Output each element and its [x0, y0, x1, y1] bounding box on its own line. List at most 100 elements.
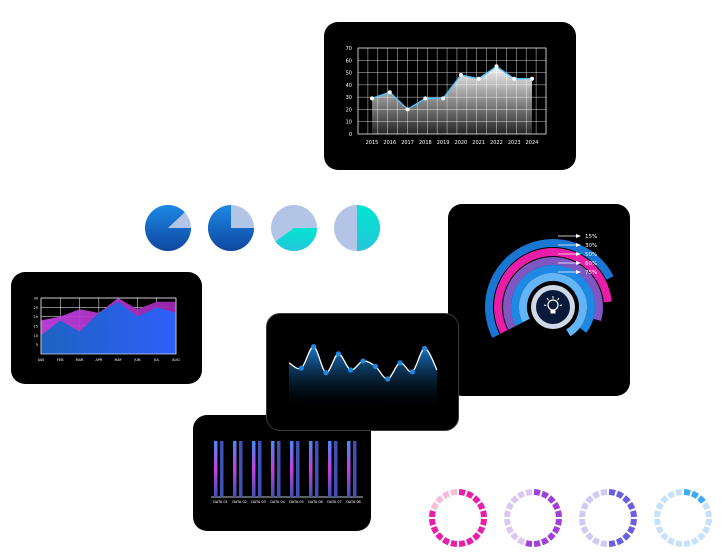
data-point — [311, 344, 317, 350]
legend-label: 60% — [585, 261, 597, 267]
ring-segment — [622, 532, 631, 541]
ring-segment — [441, 490, 451, 499]
data-point — [360, 358, 366, 364]
ring-segment — [660, 495, 669, 504]
legend-arrow-head — [576, 243, 581, 247]
x-tick-label: DATA 08 — [346, 500, 361, 504]
y-tick-label: 0 — [349, 132, 352, 138]
area-chart-months: 5 10 15 20 25 30 JAN FEB MAR APR MAY JUN JUL AUG — [34, 297, 181, 363]
x-tick-label: DATA 04 — [270, 500, 285, 504]
ring-segment — [666, 537, 676, 546]
ring-segment — [654, 510, 661, 518]
data-point — [423, 96, 428, 101]
data-point — [458, 73, 463, 78]
bar — [315, 441, 319, 497]
plot-frame — [40, 297, 177, 355]
y-tick-label: 60 — [346, 58, 352, 64]
ring-segment — [525, 540, 533, 547]
ring-segment — [591, 537, 601, 546]
legend-label: 75% — [585, 270, 597, 276]
pie-slice — [275, 228, 317, 251]
x-tick-label: DATA 02 — [232, 500, 247, 504]
ring-segment — [600, 540, 608, 547]
bar — [334, 441, 338, 497]
ring-segment — [622, 495, 631, 504]
data-point — [476, 76, 481, 81]
area-fill — [289, 346, 437, 406]
x-tick-label: JAN — [37, 358, 44, 362]
ring-segment — [450, 489, 458, 496]
data-point — [387, 90, 392, 95]
ring-segment — [683, 540, 691, 547]
data-point — [530, 76, 534, 81]
bar — [233, 441, 237, 497]
ring-segment — [450, 540, 458, 547]
area-chart-years: 0 10 20 30 40 50 60 70 2015 2016 2017 2018 2019 2020 2… — [346, 46, 547, 146]
ring-segment — [430, 525, 439, 535]
radial-bar — [494, 248, 612, 334]
ring-segment — [480, 518, 487, 526]
ring-segment — [600, 489, 608, 496]
ring-label: 15% — [667, 512, 698, 527]
ring-segment — [477, 525, 486, 535]
x-tick-label: 2018 — [419, 140, 432, 146]
bar — [277, 441, 281, 497]
ring-segment — [435, 532, 444, 541]
ring-segment — [585, 532, 594, 541]
ring-segment — [630, 518, 637, 526]
ring-label: 80% — [442, 512, 473, 527]
ring-segment — [690, 537, 700, 546]
y-tick-label: 10 — [34, 334, 38, 338]
bulb-ray — [543, 304, 547, 306]
area-series — [41, 301, 176, 354]
y-tick-label: 10 — [346, 120, 352, 126]
x-tick-label: JUN — [133, 358, 141, 362]
bar — [214, 441, 218, 497]
wave-line-chart — [288, 344, 438, 406]
ring-segment — [533, 540, 541, 547]
ring-segment — [705, 518, 712, 526]
x-tick-label: 2023 — [508, 140, 521, 146]
ring-segment — [702, 525, 711, 535]
data-point — [335, 351, 341, 357]
radial-bar — [511, 265, 595, 333]
ring-segment — [441, 537, 451, 546]
bar — [353, 441, 357, 497]
radial-bar — [519, 273, 587, 337]
ring-segment — [579, 518, 586, 526]
bar-chart-panel: DATA 01 DATA 02 DATA 03 DATA 04 DATA 05 DATA … — [193, 415, 371, 531]
data-point — [397, 360, 403, 366]
ring-segment — [465, 537, 475, 546]
x-tick-label: 2020 — [455, 140, 468, 146]
x-tick-label: DATA 05 — [289, 500, 304, 504]
ring-label: 50% — [592, 512, 623, 527]
ring-segment — [555, 518, 562, 526]
ring-segment — [505, 501, 514, 511]
bar — [296, 441, 300, 497]
ring-segment — [540, 537, 550, 546]
x-tick-label: 2017 — [401, 140, 414, 146]
ring-segment — [608, 540, 616, 547]
ring-segment — [477, 501, 486, 511]
ring-segment — [552, 525, 561, 535]
ring-segment — [552, 501, 561, 511]
ring-segment — [525, 489, 533, 496]
x-tick-label: MAR — [76, 358, 84, 362]
x-tick-label: MAY — [115, 358, 123, 362]
ring-segment — [435, 495, 444, 504]
legend-arrow-head — [576, 252, 581, 256]
data-point — [422, 345, 428, 351]
data-point — [348, 367, 354, 373]
ring-segment — [683, 489, 691, 496]
y-tick-label: 30 — [34, 297, 38, 301]
legend-arrow-head — [576, 261, 581, 265]
data-point — [385, 376, 391, 382]
legend-arrow-head — [576, 270, 581, 274]
ring-segment — [504, 518, 511, 526]
data-point — [298, 365, 304, 371]
ring-segment — [555, 510, 562, 518]
ring-segment — [702, 501, 711, 511]
ring-segment — [591, 490, 601, 499]
ring-segment — [533, 489, 541, 496]
ring-segment — [430, 501, 439, 511]
